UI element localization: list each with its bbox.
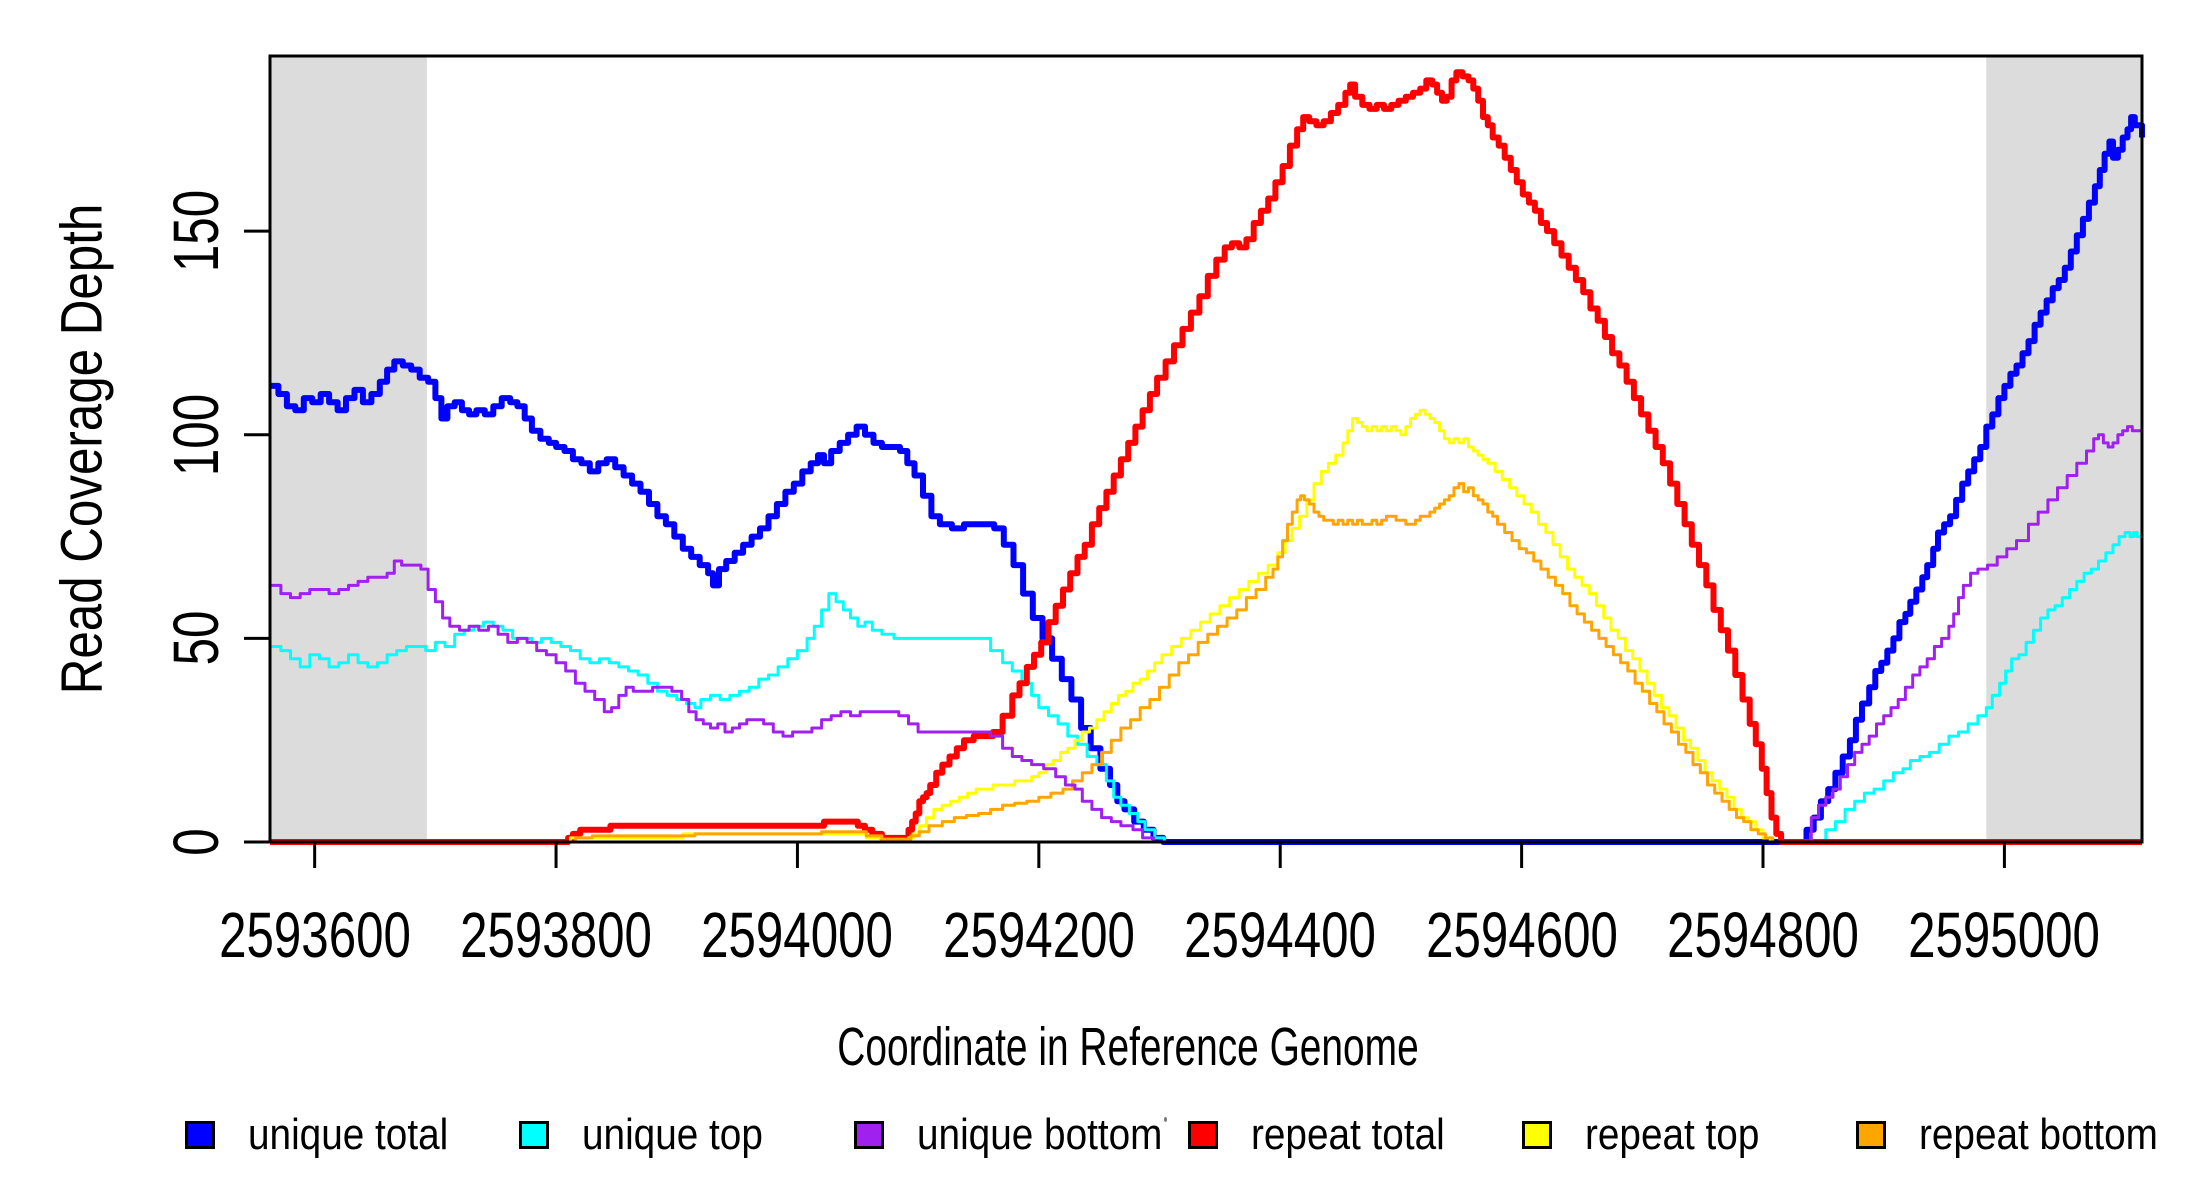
legend-entry-unique-top: unique top [519, 1110, 788, 1159]
x-tick-label-2593600: 2593600 [218, 899, 411, 971]
x-tick-label-2595000: 2595000 [1908, 899, 2101, 971]
stray-dot-artifact [1164, 1117, 1167, 1122]
legend-entry-repeat-total: repeat total [1188, 1110, 1471, 1159]
x-tick-label-2594000: 2594000 [701, 899, 894, 971]
axis-ticks [244, 229, 2006, 868]
y-tick-label-50: 50 [160, 610, 232, 666]
series-repeat-bottom [270, 482, 2142, 844]
y-tick-label-100: 100 [160, 393, 232, 476]
y-tick-label-0: 0 [160, 828, 232, 856]
legend-entry-unique-total: unique total [185, 1110, 476, 1159]
series-unique-bottom [270, 425, 2142, 844]
legend-swatch-icon [1188, 1121, 1218, 1149]
highlight-band-left [270, 56, 427, 842]
x-tick-label-2593800: 2593800 [460, 899, 652, 971]
legend-label: unique top [582, 1110, 763, 1159]
x-tick-label-2594800: 2594800 [1667, 899, 1859, 971]
x-tick-label-2594200: 2594200 [942, 899, 1135, 971]
highlight-band-right [1986, 56, 2142, 842]
legend-entry-repeat-bottom: repeat bottom [1856, 1110, 2191, 1159]
legend-label: unique total [248, 1110, 449, 1159]
x-tick-label-2594400: 2594400 [1184, 899, 1377, 971]
legend-label: repeat total [1251, 1110, 1445, 1159]
series-unique-total [270, 114, 2145, 845]
legend-swatch-icon [1856, 1121, 1886, 1149]
series-repeat-total [270, 69, 2142, 845]
y-tick-label-150: 150 [160, 189, 232, 273]
legend-label: repeat bottom [1919, 1110, 2158, 1159]
plot-frame [268, 54, 2144, 844]
highlight-bands [270, 56, 2142, 842]
legend-label: repeat top [1585, 1110, 1760, 1159]
legend-entry-repeat-top: repeat top [1522, 1110, 1783, 1159]
legend-swatch-icon [519, 1121, 549, 1149]
series-unique-top [270, 531, 2144, 844]
series-repeat-top [270, 408, 2142, 844]
legend-swatch-icon [854, 1121, 884, 1149]
x-axis-title: Coordinate in Reference Genome [837, 1017, 1419, 1077]
coverage-series [270, 69, 2145, 845]
legend-label: unique bottom [917, 1110, 1163, 1159]
legend-entry-unique-bottom: unique bottom [854, 1110, 1196, 1159]
legend-swatch-icon [185, 1121, 215, 1149]
legend-swatch-icon [1522, 1121, 1552, 1149]
x-tick-label-2594600: 2594600 [1425, 899, 1618, 971]
y-axis-title: Read Coverage Depth [49, 203, 115, 695]
